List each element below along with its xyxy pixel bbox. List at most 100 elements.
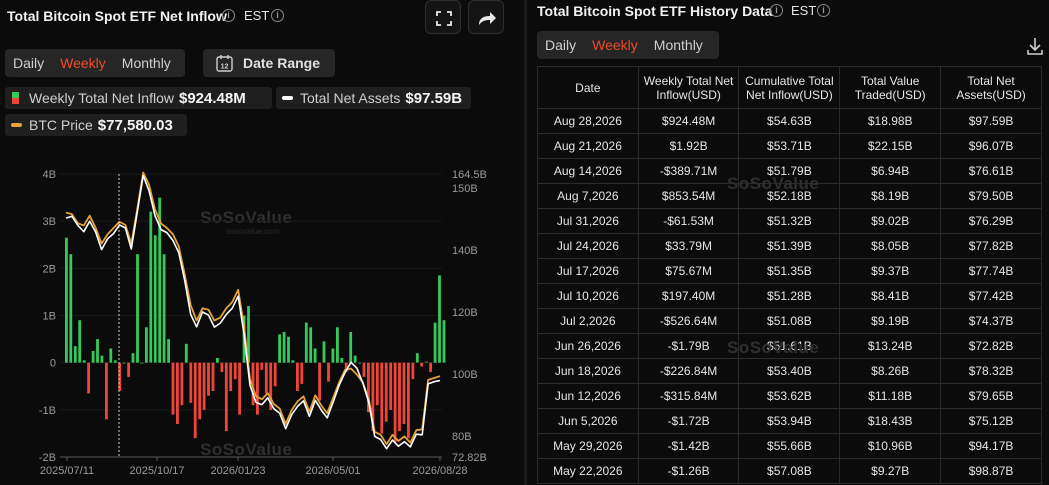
share-button[interactable] — [468, 0, 504, 34]
chart-watermark: SoSoValue — [200, 208, 292, 228]
table-row[interactable]: Jul 10,2026 $197.40M $51.28B $8.41B $77.42B — [537, 283, 1042, 309]
inflow-bar — [433, 322, 437, 363]
table-row[interactable]: Jul 24,2026 $33.79M $51.39B $8.05B $77.82B — [537, 233, 1042, 259]
y-right-tick-label: 150B — [452, 183, 478, 195]
cell-value-traded: $8.19B — [839, 183, 942, 209]
col-date[interactable]: Date — [537, 66, 639, 109]
inflow-bar — [309, 327, 313, 363]
table-row[interactable]: May 29,2026 -$1.42B $55.66B $10.96B $94.17B — [537, 433, 1042, 459]
cell-date: Jun 12,2026 — [537, 383, 639, 409]
table-row[interactable]: Jul 31,2026 -$61.53M $51.32B $9.02B $76.29B — [537, 208, 1042, 234]
x-axis-tick-label: 2026/05/01 — [305, 465, 360, 477]
table-row[interactable]: Jul 17,2026 $75.67M $51.35B $9.37B $77.74B — [537, 258, 1042, 284]
legend-net-inflow[interactable]: Weekly Total Net Inflow $924.48M — [5, 87, 272, 109]
cell-cumulative-inflow: $51.32B — [738, 208, 841, 234]
table-row[interactable]: Aug 21,2026 $1.92B $53.71B $22.15B $96.07B — [537, 133, 1042, 159]
cell-value-traded: $18.98B — [839, 108, 942, 134]
fullscreen-button[interactable] — [425, 0, 461, 34]
download-icon[interactable] — [1025, 36, 1045, 56]
col-value-traded[interactable]: Total Value Traded(USD) — [839, 66, 942, 109]
inflow-bar — [438, 275, 441, 363]
net-inflow-chart[interactable]: 4B 3B 2B 1B 0 -1B -2B 164.5B 150B 140B 120B 100B 80B… — [0, 0, 524, 485]
table-watermark-1-text: SoSoValue — [727, 174, 820, 193]
cell-date: Aug 14,2026 — [537, 158, 639, 184]
cell-value-traded: $9.27B — [839, 458, 942, 484]
inflow-bar — [158, 197, 162, 363]
table-row[interactable]: Jun 18,2026 -$226.84M $53.40B $8.26B $78.32B — [537, 358, 1042, 384]
history-tab-daily[interactable]: Daily — [545, 37, 577, 53]
inflow-bar — [384, 362, 388, 422]
table-row[interactable]: Aug 28,2026 $924.48M $54.63B $18.98B $97.59B — [537, 108, 1042, 134]
cell-net-assets: $76.61B — [940, 158, 1042, 184]
inflow-bar — [96, 339, 99, 363]
cell-cumulative-inflow: $51.28B — [738, 283, 841, 309]
inflow-bar — [344, 362, 348, 373]
inflow-bar — [91, 350, 95, 363]
history-tab-weekly[interactable]: Weekly — [592, 37, 638, 53]
col-net-assets[interactable]: Total Net Assets(USD) — [940, 66, 1042, 109]
inflow-bar — [313, 348, 317, 363]
inflow-bar — [375, 362, 379, 406]
cell-value-traded: $18.43B — [839, 408, 942, 434]
table-row[interactable]: Jun 5,2026 -$1.72B $53.94B $18.43B $75.12B — [537, 408, 1042, 434]
cell-cumulative-inflow: $53.62B — [738, 383, 841, 409]
table-row[interactable]: Jul 2,2026 -$526.64M $51.08B $9.19B $74.37B — [537, 308, 1042, 334]
table-row[interactable]: Jun 12,2026 -$315.84M $53.62B $11.18B $79.65… — [537, 383, 1042, 409]
y-axis-tick-label: -2B — [39, 452, 56, 464]
table-watermark-2-text: SoSoValue — [727, 338, 820, 357]
legend-net-assets[interactable]: Total Net Assets $97.59B — [276, 87, 471, 109]
legend-btc-label: BTC Price — [29, 117, 93, 133]
tab-weekly[interactable]: Weekly — [60, 55, 106, 71]
y-axis-tick-label: 0 — [50, 358, 56, 370]
col-weekly-inflow[interactable]: Weekly Total Net Inflow(USD) — [637, 66, 740, 109]
inflow-bar — [65, 237, 68, 363]
cell-weekly-inflow: -$315.84M — [637, 383, 740, 409]
table-row[interactable]: Aug 14,2026 -$389.71M $51.79B $6.94B $76.61B — [537, 158, 1042, 184]
calendar-icon: 12 — [216, 55, 233, 72]
date-range-button[interactable]: 12 Date Range — [203, 49, 335, 77]
cell-date: Jul 17,2026 — [537, 258, 639, 284]
inflow-bar — [145, 327, 148, 363]
x-axis-tick-label: 2026/08/28 — [412, 465, 467, 477]
y-axis-tick-label: 1B — [43, 311, 56, 323]
inflow-bar — [264, 362, 268, 394]
cell-weekly-inflow: -$1.42B — [637, 433, 740, 459]
cell-date: Jul 31,2026 — [537, 208, 639, 234]
inflow-bar — [73, 346, 77, 363]
cell-cumulative-inflow: $51.39B — [738, 233, 841, 259]
timezone-info-icon[interactable]: i — [271, 9, 284, 22]
cell-weekly-inflow: -$1.72B — [637, 408, 740, 434]
inflow-bar — [336, 327, 339, 363]
cell-value-traded: $10.96B — [839, 433, 942, 459]
col-cumulative-inflow[interactable]: Cumulative Total Net Inflow(USD) — [738, 66, 841, 109]
cell-cumulative-inflow: $53.71B — [738, 133, 841, 159]
inflow-bar — [167, 339, 170, 363]
panel-divider[interactable] — [524, 0, 527, 485]
chart-watermark-bottom-text: SoSoValue — [200, 440, 293, 459]
cell-weekly-inflow: -$61.53M — [637, 208, 740, 234]
legend-btc-value: $77,580.03 — [97, 116, 173, 134]
history-info-icon[interactable]: i — [770, 4, 783, 17]
inflow-bar — [140, 362, 144, 364]
info-icon[interactable]: i — [222, 9, 235, 22]
history-timezone-label: EST — [791, 3, 817, 18]
cell-date: May 29,2026 — [537, 433, 639, 459]
legend-btc-price[interactable]: BTC Price $77,580.03 — [5, 114, 187, 136]
history-tab-monthly[interactable]: Monthly — [653, 37, 703, 53]
legend-inflow-label: Weekly Total Net Inflow — [29, 90, 174, 106]
table-row[interactable]: Jun 26,2026 -$1.79B $51.61B $13.24B $72.82B — [537, 333, 1042, 359]
tab-monthly[interactable]: Monthly — [121, 55, 171, 71]
inflow-bar — [331, 348, 335, 363]
cell-net-assets: $94.17B — [940, 433, 1042, 459]
table-row[interactable]: May 22,2026 -$1.26B $57.08B $9.27B $98.87B — [537, 458, 1042, 484]
inflow-bar — [69, 254, 73, 363]
cell-net-assets: $75.12B — [940, 408, 1042, 434]
cell-net-assets: $97.59B — [940, 108, 1042, 134]
inflow-bar — [389, 362, 393, 410]
cell-value-traded: $6.94B — [839, 158, 942, 184]
history-timezone-info-icon[interactable]: i — [817, 4, 830, 17]
inflow-bar — [340, 358, 344, 363]
inflow-bar — [349, 332, 353, 363]
cell-value-traded: $9.19B — [839, 308, 942, 334]
tab-daily[interactable]: Daily — [13, 55, 45, 71]
